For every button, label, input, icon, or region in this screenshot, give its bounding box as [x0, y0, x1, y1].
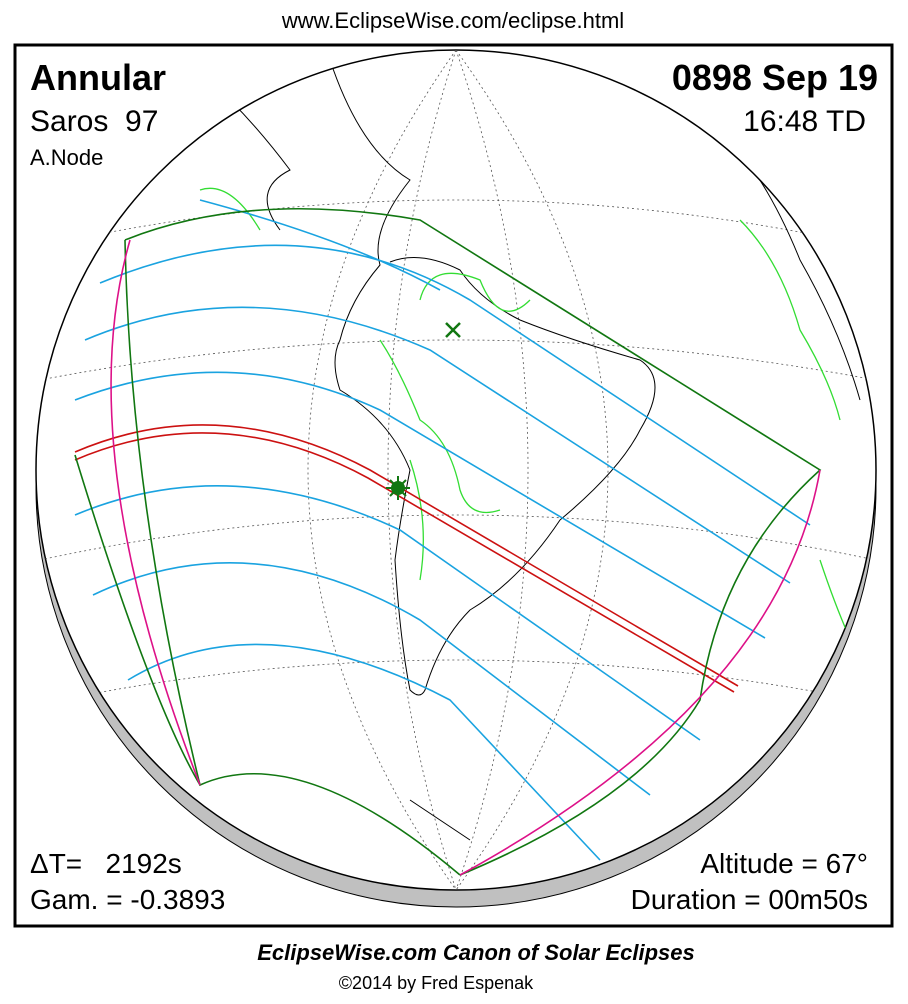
duration: Duration = 00m50s — [631, 884, 868, 915]
greatest-duration-star — [386, 476, 410, 500]
globe-group — [35, 49, 877, 908]
greatest-eclipse-x — [445, 322, 461, 338]
globe-content — [39, 50, 876, 890]
graticule — [39, 50, 876, 890]
time: 16:48 TD — [743, 105, 866, 138]
borders — [199, 187, 861, 661]
node: A.Node — [30, 145, 103, 170]
footer-title: EclipseWise.com Canon of Solar Eclipses — [257, 940, 695, 965]
delta-t: ΔT= 2192s — [30, 848, 182, 879]
date: 0898 Sep 19 — [672, 57, 878, 98]
saros: Saros 97 — [30, 105, 158, 138]
central-path — [74, 424, 739, 693]
copyright: ©2014 by Fred Espenak — [339, 973, 534, 993]
globe — [35, 49, 877, 891]
frame — [13, 43, 894, 928]
url: www.EclipseWise.com/eclipse.html — [281, 8, 624, 33]
penumbral-lines — [74, 199, 811, 861]
penumbra-limits — [74, 207, 822, 876]
eclipse-type: Annular — [30, 57, 166, 98]
gamma: Gam. = -0.3893 — [30, 884, 225, 915]
altitude: Altitude = 67° — [700, 848, 868, 879]
rise-set-curves — [110, 239, 821, 876]
coastlines — [229, 59, 861, 841]
